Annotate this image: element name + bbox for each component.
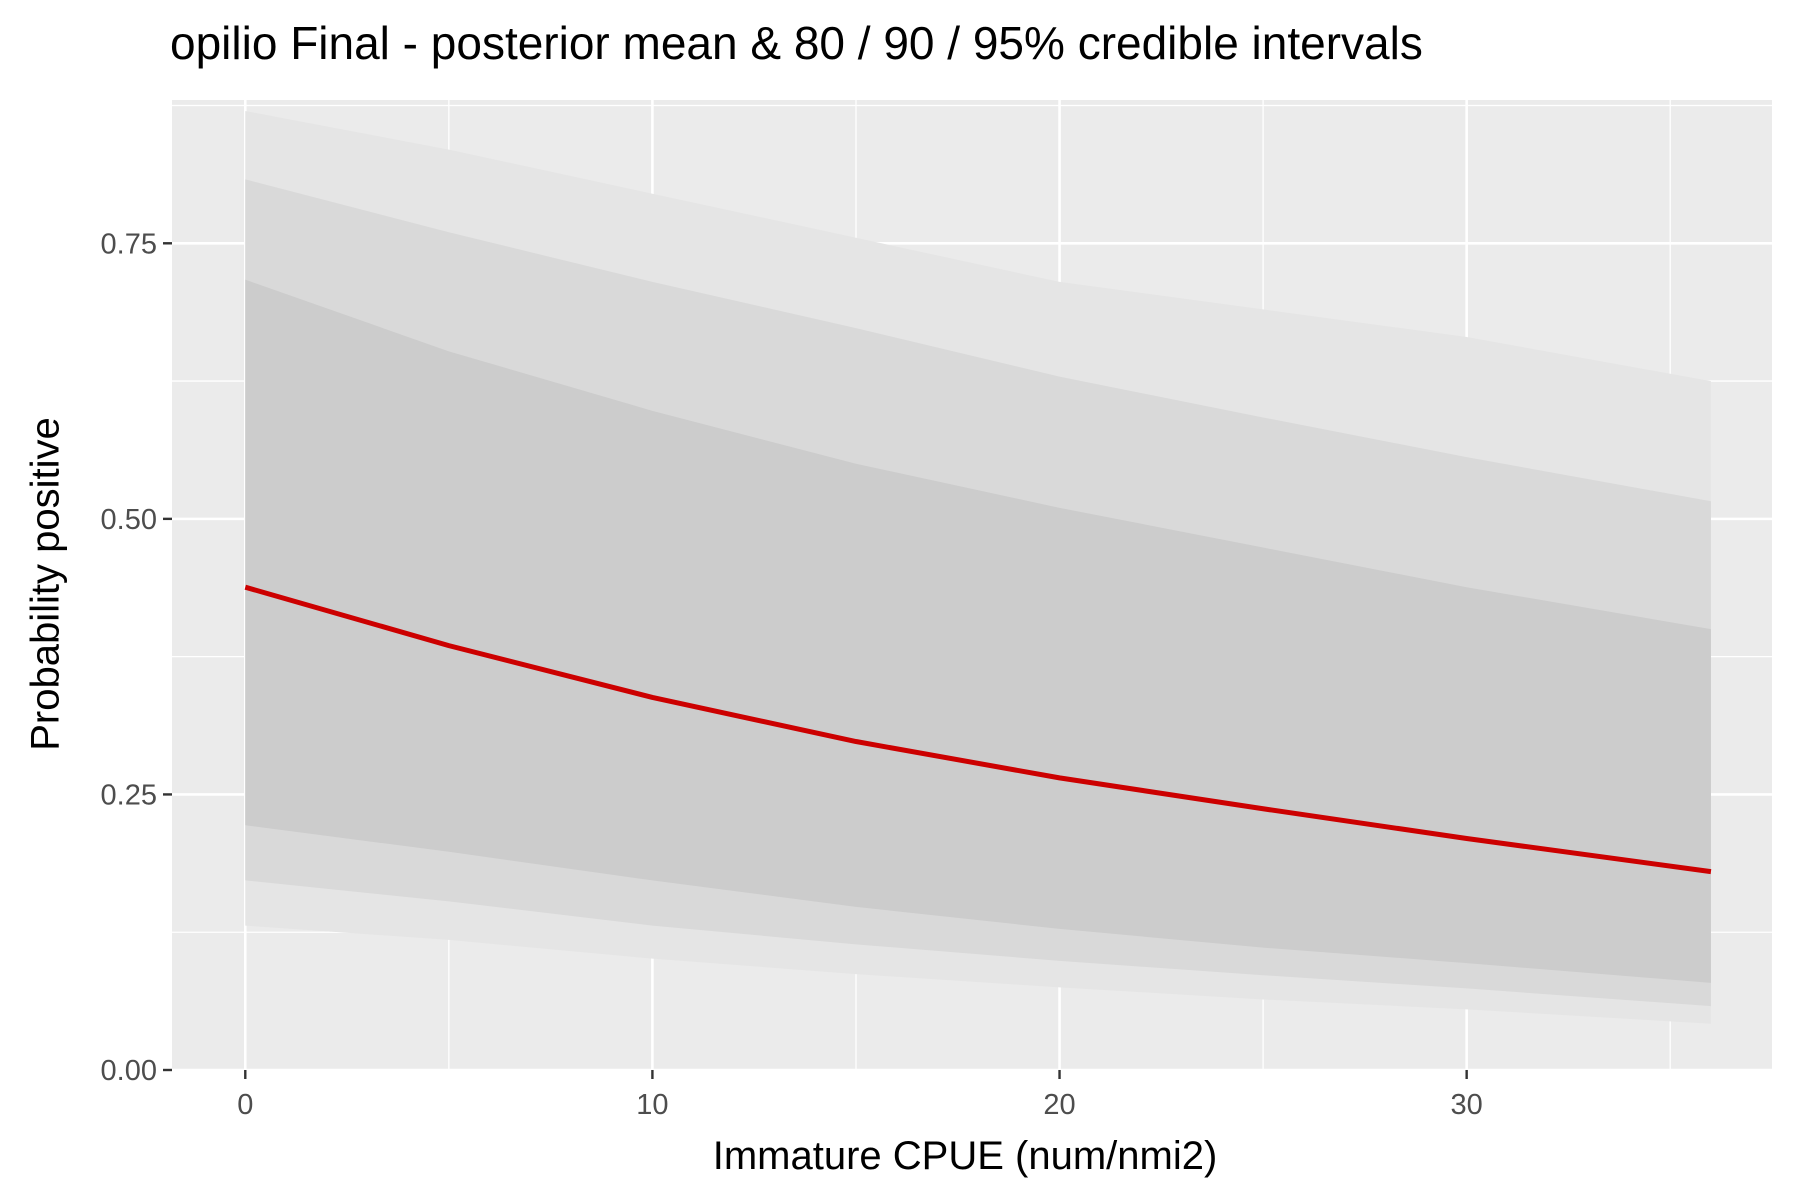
x-axis-title: Immature CPUE (num/nmi2)	[712, 1134, 1218, 1178]
credible-interval-bands	[245, 111, 1711, 1024]
y-tick-label: 0.50	[101, 504, 157, 536]
y-axis-title: Probability positive	[23, 417, 68, 751]
x-tick-label: 10	[636, 1089, 668, 1121]
chart-title: opilio Final - posterior mean & 80 / 90 …	[170, 17, 1423, 69]
x-tick-label: 20	[1043, 1089, 1075, 1121]
x-tick-label: 0	[237, 1089, 253, 1121]
y-tick-label: 0.00	[101, 1055, 157, 1087]
y-tick-label: 0.25	[101, 779, 157, 811]
credible-band-80	[245, 279, 1711, 983]
posterior-mean-line	[244, 584, 1712, 875]
x-tick-label: 30	[1451, 1089, 1483, 1121]
x-axis: 0 10 20 30	[237, 1070, 1483, 1121]
y-tick-label: 0.75	[101, 228, 157, 260]
y-axis: 0.00 0.25 0.50 0.75	[101, 228, 172, 1087]
